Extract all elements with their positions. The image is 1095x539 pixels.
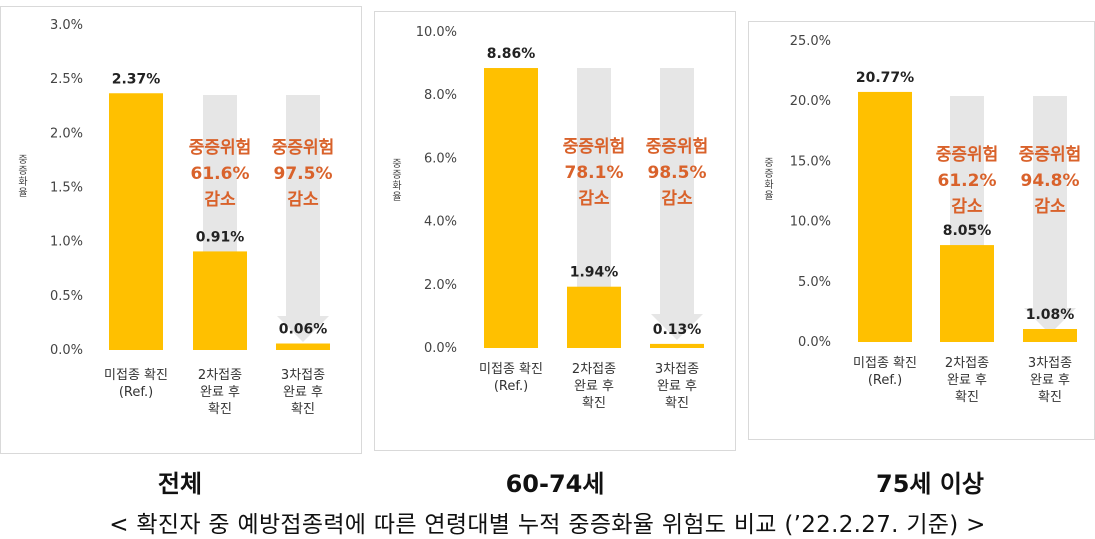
bar: [940, 245, 994, 342]
category-label: 완료 후: [657, 379, 697, 394]
category-label: 완료 후: [200, 385, 240, 400]
chart-panel-60-74: 0.0% 2.0% 4.0% 6.0% 8.0% 10.0% 8.86% 1.94% 0.13%…: [374, 11, 736, 451]
reduction-annotation: 감소: [661, 189, 693, 209]
category-label: 3차접종: [655, 362, 699, 377]
reduction-annotation: 97.5%: [274, 164, 333, 184]
reduction-annotation: 중증위험: [563, 136, 626, 157]
reduction-annotation: 61.2%: [938, 171, 997, 191]
category-label: 확진: [1038, 390, 1062, 405]
y-axis-label: 중증화율: [18, 155, 28, 199]
caption-75plus: 75세 이상: [876, 470, 984, 498]
y-tick-label: 15.0%: [790, 154, 831, 169]
y-tick-label: 0.5%: [50, 289, 83, 304]
y-tick-label: 10.0%: [790, 215, 831, 230]
reduction-annotation: 중증위험: [272, 137, 335, 158]
reduction-annotation: 중증위험: [189, 137, 252, 158]
reduction-annotation: 감소: [1034, 197, 1066, 217]
bar: [109, 93, 163, 350]
category-label: 확진: [955, 390, 979, 405]
chart-svg-60-74: 0.0% 2.0% 4.0% 6.0% 8.0% 10.0% 8.86% 1.94% 0.13%…: [416, 25, 709, 411]
y-tick-label: 25.0%: [790, 34, 831, 49]
y-tick-label: 2.5%: [50, 72, 83, 87]
data-label: 20.77%: [856, 70, 914, 86]
category-label: 2차접종: [572, 362, 616, 377]
reduction-annotation: 감소: [204, 190, 236, 210]
category-label: 확진: [582, 396, 606, 411]
data-label: 2.37%: [112, 71, 161, 87]
reduction-annotation: 중증위험: [936, 144, 999, 165]
y-tick-label: 10.0%: [416, 25, 457, 40]
data-label: 8.86%: [487, 46, 536, 62]
reduction-arrow: [1024, 96, 1076, 334]
y-tick-label: 1.0%: [50, 235, 83, 250]
reduction-annotation: 61.6%: [191, 164, 250, 184]
y-tick-label: 8.0%: [424, 88, 457, 103]
category-label: 미접종 확진: [479, 362, 543, 377]
bar: [193, 251, 247, 350]
reduction-annotation: 94.8%: [1021, 171, 1080, 191]
y-axis-label: 중증화율: [392, 159, 402, 203]
category-label: 완료 후: [283, 385, 323, 400]
y-tick-label: 0.0%: [798, 335, 831, 350]
category-label: 2차접종: [945, 356, 989, 371]
reduction-annotation: 78.1%: [565, 163, 624, 183]
category-label: 3차접종: [281, 368, 325, 383]
reduction-annotation: 감소: [287, 190, 319, 210]
category-label: (Ref.): [868, 373, 902, 388]
category-label: 3차접종: [1028, 356, 1072, 371]
y-tick-label: 0.0%: [424, 341, 457, 356]
y-tick-label: 5.0%: [798, 275, 831, 290]
category-label: 완료 후: [947, 373, 987, 388]
reduction-annotation: 중증위험: [646, 136, 709, 157]
reduction-annotation: 감소: [578, 189, 610, 209]
y-tick-label: 20.0%: [790, 94, 831, 109]
category-label: 미접종 확진: [104, 368, 168, 383]
category-label: 확진: [208, 402, 232, 417]
caption-60-74: 60-74세: [505, 470, 605, 498]
data-label: 1.08%: [1026, 307, 1075, 323]
bar: [858, 91, 912, 342]
reduction-arrow: [277, 95, 329, 342]
chart-panel-75plus: 0.0% 5.0% 10.0% 15.0% 20.0% 25.0% 20.77% 8.05% 1…: [748, 21, 1095, 440]
chart-panel-overall: 0.0% 0.5% 1.0% 1.5% 2.0% 2.5% 3.0% 2.37% 0.91% 0.…: [0, 6, 362, 454]
chart-svg-75plus: 0.0% 5.0% 10.0% 15.0% 20.0% 25.0% 20.77% 8.05% 1…: [790, 34, 1082, 405]
data-label: 0.91%: [196, 229, 245, 245]
data-label: 0.06%: [279, 322, 328, 338]
data-label: 8.05%: [943, 223, 992, 239]
caption-overall: 전체: [157, 470, 203, 498]
category-label: 미접종 확진: [853, 356, 917, 371]
reduction-arrow: [651, 68, 703, 340]
bar: [1023, 328, 1077, 342]
bar: [650, 343, 704, 348]
y-tick-label: 3.0%: [50, 18, 83, 33]
bar: [567, 286, 621, 348]
category-label: 완료 후: [574, 379, 614, 394]
reduction-annotation: 감소: [951, 197, 983, 217]
y-tick-label: 6.0%: [424, 151, 457, 166]
bar: [276, 343, 330, 350]
y-tick-label: 0.0%: [50, 343, 83, 358]
category-label: 확진: [291, 402, 315, 417]
y-tick-label: 2.0%: [50, 126, 83, 141]
category-label: 2차접종: [198, 368, 242, 383]
y-tick-label: 1.5%: [50, 181, 83, 196]
bar: [484, 68, 538, 349]
data-label: 1.94%: [570, 265, 619, 281]
y-tick-label: 4.0%: [424, 215, 457, 230]
category-label: (Ref.): [119, 385, 153, 400]
reduction-annotation: 중증위험: [1019, 144, 1082, 165]
category-label: (Ref.): [494, 379, 528, 394]
data-label: 0.13%: [653, 322, 702, 338]
category-label: 완료 후: [1030, 373, 1070, 388]
y-axis-label: 중증화율: [764, 158, 774, 202]
footer-caption: < 확진자 중 예방접종력에 따른 연령대별 누적 중증화율 위험도 비교 (’…: [109, 512, 986, 538]
reduction-arrow: [568, 68, 620, 340]
y-tick-label: 2.0%: [424, 278, 457, 293]
chart-svg-overall: 0.0% 0.5% 1.0% 1.5% 2.0% 2.5% 3.0% 2.37% 0.91% 0.…: [50, 18, 335, 417]
reduction-annotation: 98.5%: [648, 163, 707, 183]
category-label: 확진: [665, 396, 689, 411]
